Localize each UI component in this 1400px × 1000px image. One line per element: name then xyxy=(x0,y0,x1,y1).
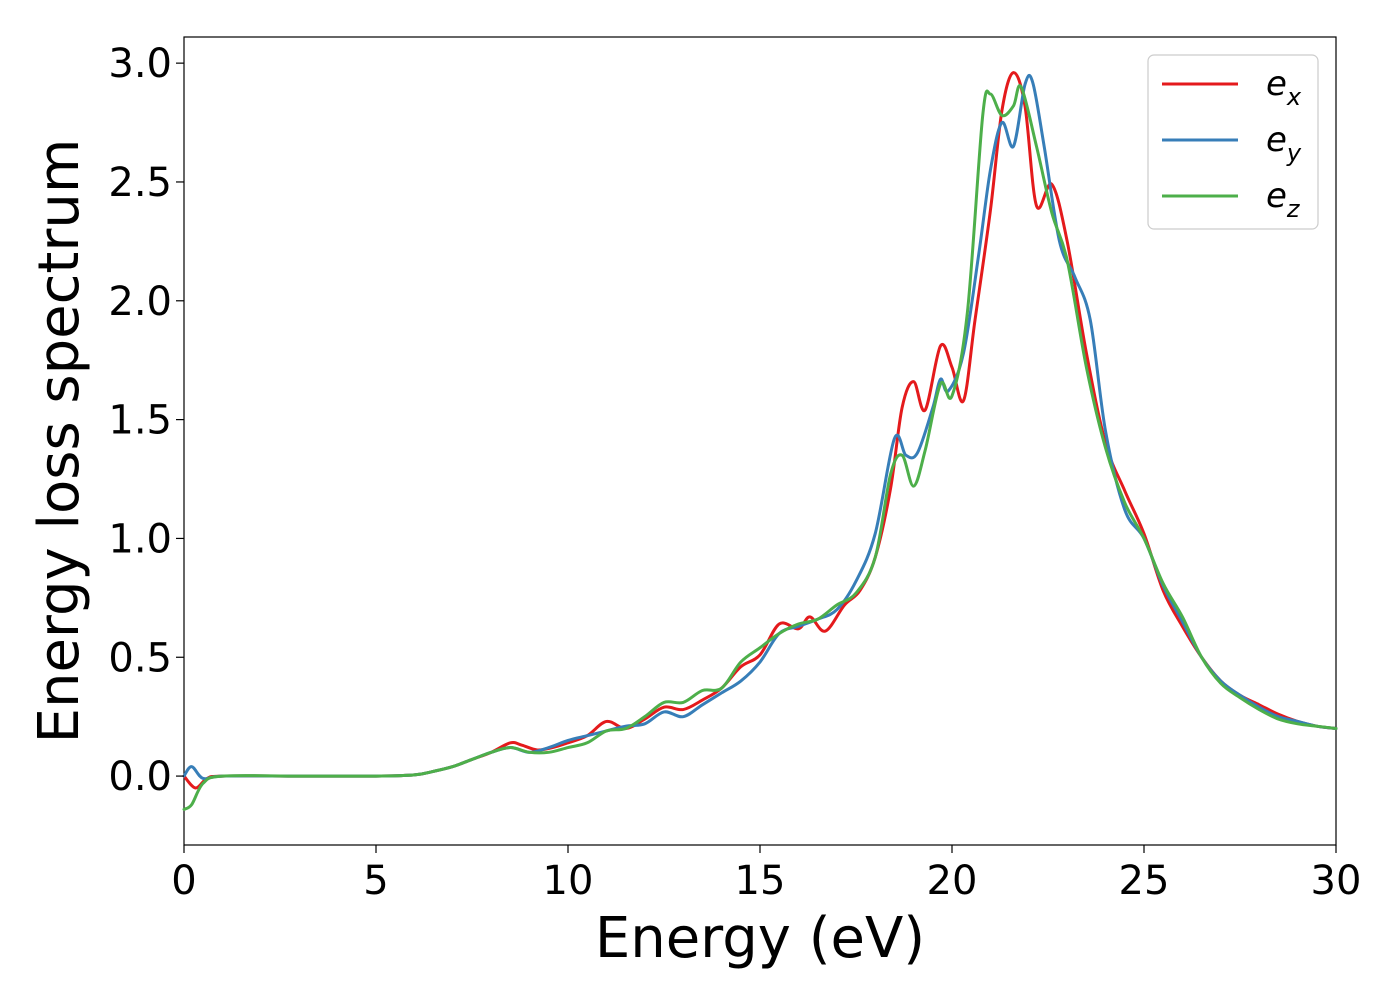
x-axis-ticks: 0 5 10 15 20 25 30 xyxy=(171,845,1361,904)
legend-label-base: e xyxy=(1266,120,1287,160)
x-tick-label: 30 xyxy=(1311,858,1362,904)
x-tick-label: 0 xyxy=(171,858,196,904)
x-tick-label: 10 xyxy=(543,858,594,904)
x-tick-label: 25 xyxy=(1119,858,1170,904)
legend-label-base: e xyxy=(1266,64,1287,104)
y-tick-label: 2.0 xyxy=(108,279,172,325)
legend-label-subscript: y xyxy=(1286,139,1302,167)
y-tick-label: 1.5 xyxy=(108,398,172,444)
y-axis-ticks: 0.0 0.5 1.0 1.5 2.0 2.5 3.0 xyxy=(108,41,184,800)
x-tick-label: 20 xyxy=(927,858,978,904)
series-line-ez xyxy=(182,84,1338,811)
legend-label-subscript: z xyxy=(1286,195,1301,223)
x-axis-title: Energy (eV) xyxy=(595,906,925,971)
x-tick-label: 5 xyxy=(363,858,388,904)
y-tick-label: 1.0 xyxy=(108,516,172,562)
y-axis-title: Energy loss spectrum xyxy=(27,139,92,744)
series-layer xyxy=(182,71,1338,811)
legend-label-ex: ex xyxy=(1266,64,1302,111)
legend-label-ez: ez xyxy=(1266,176,1301,223)
y-tick-label: 3.0 xyxy=(108,41,172,87)
x-tick-label: 15 xyxy=(735,858,786,904)
legend-label-ey: ey xyxy=(1266,120,1302,167)
legend-label-subscript: x xyxy=(1286,83,1302,111)
y-tick-label: 0.0 xyxy=(108,754,172,800)
y-tick-label: 0.5 xyxy=(108,635,172,681)
legend-box xyxy=(1147,54,1319,230)
y-tick-label: 2.5 xyxy=(108,160,172,206)
legend-label-base: e xyxy=(1266,176,1287,216)
